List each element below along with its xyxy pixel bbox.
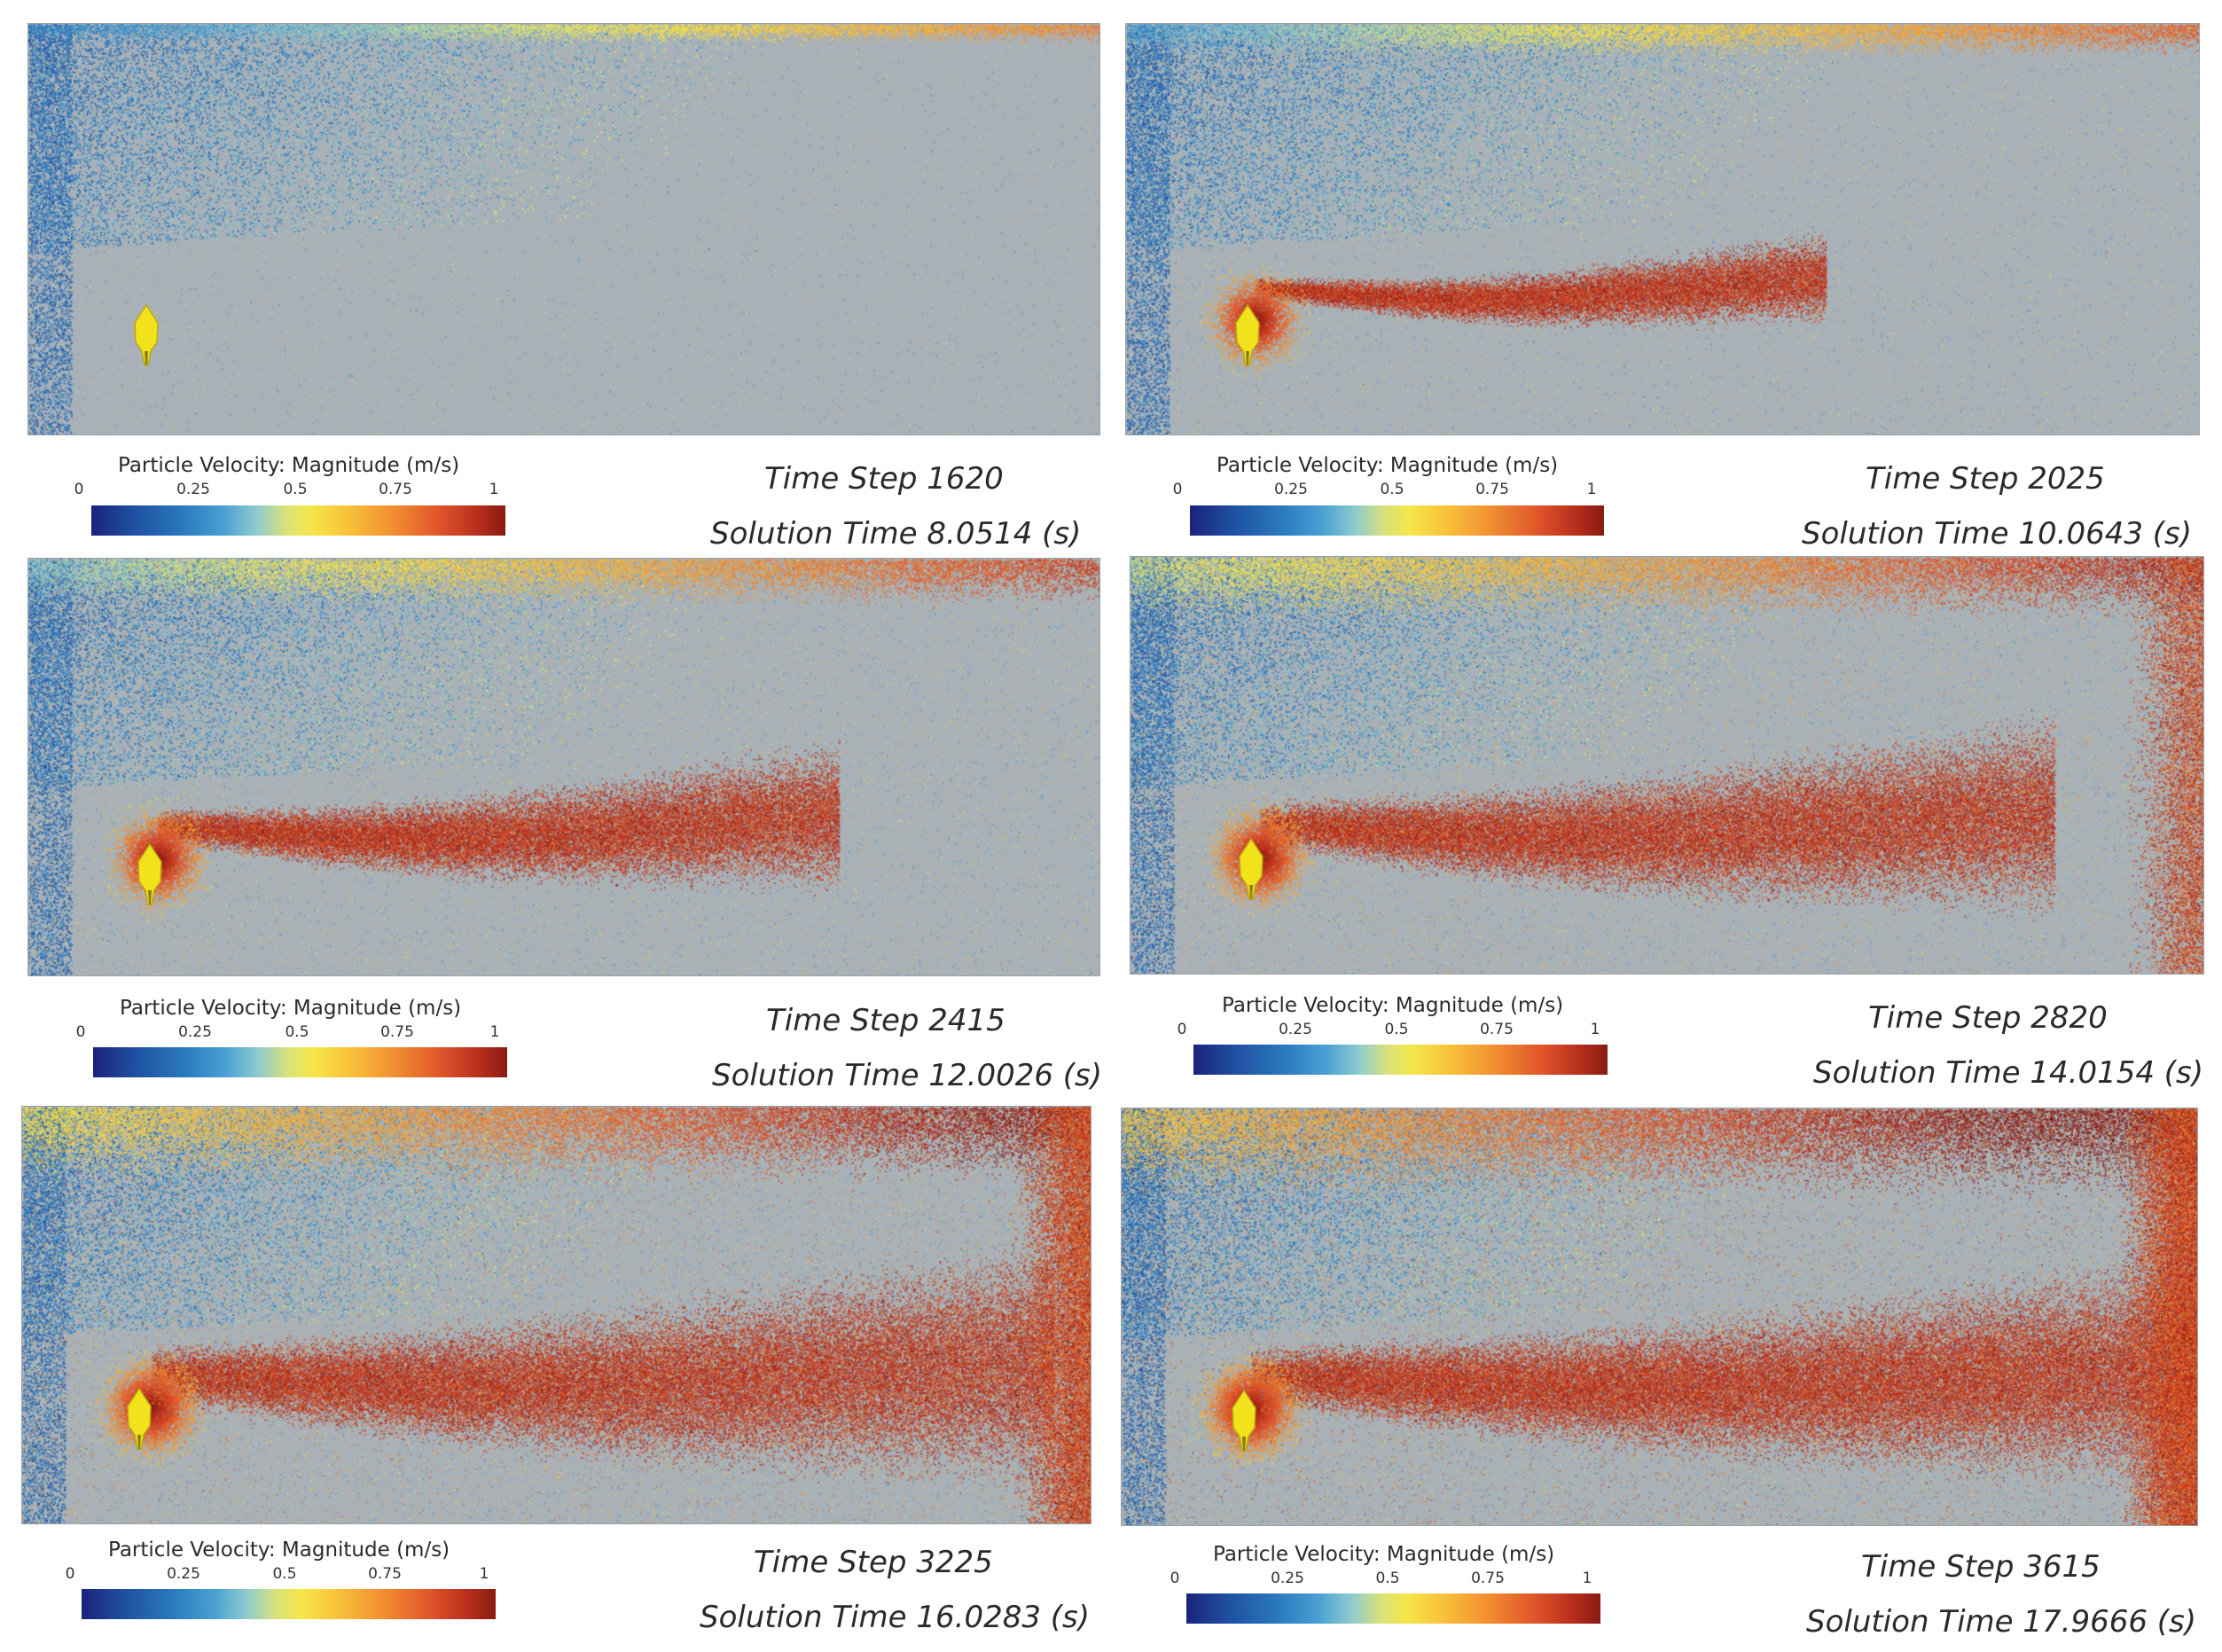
legend-tick: 0.75 xyxy=(1475,481,1509,498)
velocity-field-plot xyxy=(1121,1108,2198,1526)
time-step-label: Time Step 2415 xyxy=(766,1003,1005,1038)
velocity-colorbar xyxy=(82,1589,496,1619)
solution-time-label: Solution Time 17.9666 (s) xyxy=(1806,1604,2197,1640)
solution-time-label: Solution Time 14.0154 (s) xyxy=(1813,1055,2204,1091)
solution-time-label: Solution Time 8.0514 (s) xyxy=(710,516,1082,552)
legend-tick: 0.75 xyxy=(1480,1021,1514,1038)
legend-title: Particle Velocity: Magnitude (m/s) xyxy=(120,997,462,1020)
velocity-field-plot xyxy=(21,1106,1091,1524)
velocity-colorbar xyxy=(1193,1045,1608,1075)
solution-time-label: Solution Time 16.0283 (s) xyxy=(700,1600,1091,1635)
legend-title: Particle Velocity: Magnitude (m/s) xyxy=(1217,454,1559,477)
time-step-label: Time Step 3615 xyxy=(1861,1549,2101,1585)
velocity-field-plot xyxy=(27,558,1100,976)
velocity-colorbar xyxy=(1190,505,1604,536)
legend-tick: 1 xyxy=(479,1565,489,1583)
velocity-colorbar xyxy=(91,505,505,536)
legend-tick: 0.5 xyxy=(1375,1570,1400,1587)
particle-icon xyxy=(1232,1389,1256,1452)
legend-tick: 0.75 xyxy=(368,1565,402,1583)
legend-tick: 0.25 xyxy=(178,1023,212,1041)
solution-time-label: Solution Time 10.0643 (s) xyxy=(1802,516,2193,552)
legend-tick: 0.5 xyxy=(272,1565,297,1583)
legend-tick: 0.5 xyxy=(1384,1021,1409,1038)
velocity-field-plot xyxy=(1125,23,2200,435)
legend-tick: 1 xyxy=(489,1023,500,1041)
time-step-label: Time Step 3225 xyxy=(754,1545,993,1580)
particle-icon xyxy=(137,842,162,905)
legend-title: Particle Velocity: Magnitude (m/s) xyxy=(1213,1543,1555,1566)
velocity-colorbar xyxy=(93,1047,507,1077)
legend-tick: 0.75 xyxy=(380,1023,414,1041)
time-step-label: Time Step 2820 xyxy=(1868,1000,2108,1036)
particle-icon xyxy=(1239,837,1264,900)
velocity-colorbar xyxy=(1186,1593,1600,1624)
legend-tick: 0.75 xyxy=(1471,1570,1505,1587)
legend-tick: 1 xyxy=(1582,1570,1592,1587)
legend-tick: 0 xyxy=(1172,481,1183,498)
velocity-field-plot xyxy=(1130,556,2204,975)
legend-tick: 0.5 xyxy=(1380,481,1404,498)
legend-title: Particle Velocity: Magnitude (m/s) xyxy=(118,454,460,477)
time-step-label: Time Step 2025 xyxy=(1866,461,2105,497)
legend-tick: 0.25 xyxy=(167,1565,200,1583)
legend-tick: 0 xyxy=(65,1565,75,1583)
legend-tick: 1 xyxy=(489,481,499,498)
legend-tick: 0.25 xyxy=(1279,1021,1312,1038)
particle-icon xyxy=(1235,303,1260,366)
legend-tick: 0 xyxy=(1177,1021,1187,1038)
time-step-label: Time Step 1620 xyxy=(764,461,1004,497)
legend-tick: 0 xyxy=(75,1023,86,1041)
solution-time-label: Solution Time 12.0026 (s) xyxy=(712,1058,1103,1093)
particle-icon xyxy=(134,303,159,366)
legend-tick: 0 xyxy=(74,481,84,498)
legend-tick: 0.5 xyxy=(283,481,308,498)
legend-tick: 1 xyxy=(1590,1021,1600,1038)
legend-tick: 0.25 xyxy=(176,481,210,498)
legend-tick: 0 xyxy=(1170,1570,1180,1587)
legend-tick: 0.25 xyxy=(1274,481,1308,498)
legend-tick: 0.75 xyxy=(379,481,412,498)
legend-tick: 1 xyxy=(1586,481,1597,498)
legend-tick: 0.25 xyxy=(1271,1570,1304,1587)
legend-title: Particle Velocity: Magnitude (m/s) xyxy=(1222,994,1564,1017)
particle-icon xyxy=(127,1387,152,1450)
legend-tick: 0.5 xyxy=(285,1023,309,1041)
velocity-field-plot xyxy=(27,23,1100,435)
legend-title: Particle Velocity: Magnitude (m/s) xyxy=(108,1538,450,1562)
